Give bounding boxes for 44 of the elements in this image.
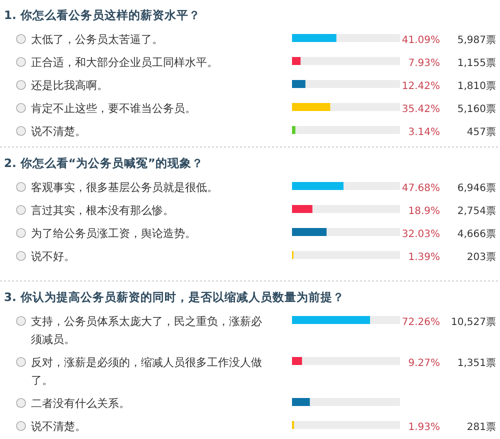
data-label: 12.42%: [402, 81, 440, 92]
data-label: 7.93%: [408, 58, 440, 69]
data-label: 9.27%: [408, 358, 440, 369]
text: 1. 你怎么看公务员这样的薪资水平？: [4, 8, 200, 22]
bar: [292, 57, 301, 65]
text: 5,160票: [457, 104, 496, 115]
data-label: 1.39%: [408, 252, 440, 263]
data-label: 32.03%: [402, 229, 440, 240]
y-tick-label: 还是比我高啊。: [31, 79, 108, 92]
text: 1,351票: [457, 358, 496, 369]
bar: [292, 80, 306, 88]
text: 203票: [466, 252, 496, 263]
text: 281票: [466, 422, 496, 433]
y-tick-label: 反对，涨薪是必须的，缩减人员很多工作没人做了。: [31, 356, 262, 387]
y-tick-label: 支持，公务员体系太庞大了，民之重负，涨薪必须减员。: [31, 315, 262, 346]
y-tick-label: 太低了，公务员太苦逼了。: [31, 33, 163, 46]
text: 6,946票: [457, 183, 496, 194]
y-tick-label: 说不好。: [31, 250, 75, 263]
y-tick-label: 为了给公务员涨工资，舆论造势。: [31, 227, 196, 240]
data-label: 72.26%: [402, 317, 440, 328]
data-label: 47.68%: [402, 183, 440, 194]
text: 1,810票: [457, 81, 496, 92]
data-label: 41.09%: [402, 35, 440, 46]
text: 5,987票: [457, 35, 496, 46]
text: 3. 你认为提高公务员薪资的同时，是否以缩减人员数量为前提？: [4, 290, 344, 304]
y-tick-label: 说不清楚。: [31, 125, 86, 138]
y-tick-label: 客观事实，很多基层公务员就是很低。: [31, 181, 218, 194]
y-tick-label: 言过其实，根本没有那么惨。: [31, 204, 174, 217]
y-tick-label: 说不清楚。: [31, 420, 86, 433]
text: 10,527票: [451, 317, 496, 328]
text: 4,666票: [457, 229, 496, 240]
data-label: 18.9%: [408, 206, 440, 217]
data-label: 3.14%: [408, 127, 440, 138]
text: 1,155票: [457, 58, 496, 69]
y-tick-label: 正合适，和大部分企业员工同样水平。: [31, 56, 218, 69]
bar: [292, 126, 296, 134]
text: 2. 你怎么看“为公务员喊冤”的现象？: [4, 156, 204, 170]
bar: [292, 205, 312, 213]
data-label: 1.93%: [408, 422, 440, 433]
y-tick-label: 肯定不止这些，要不谁当公务员。: [31, 102, 196, 115]
data-label: 35.42%: [402, 104, 440, 115]
text: 457票: [466, 127, 496, 138]
y-tick-label: 二者没有什么关系。: [31, 397, 130, 410]
text: 2,754票: [457, 206, 496, 217]
